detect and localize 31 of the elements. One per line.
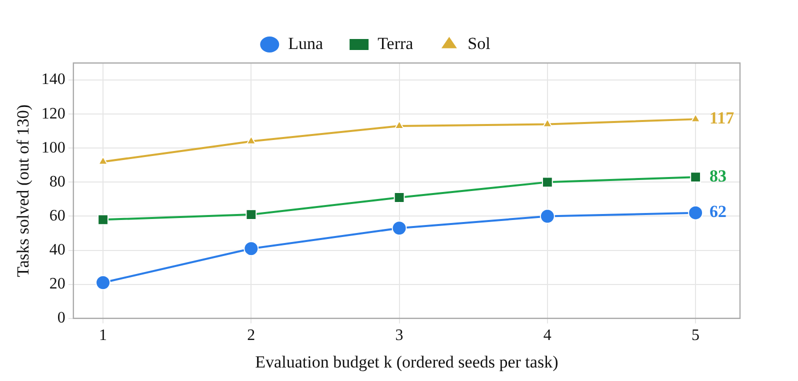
point [392,220,407,236]
x-axis-title: Evaluation budget k (ordered seeds per task) [255,352,558,372]
y-tick-label: 140 [41,71,66,88]
point [96,275,111,290]
y-tick-label: 100 [41,139,66,156]
legend-label: Terra [378,34,414,53]
point [690,114,700,122]
x-tick-label: 2 [247,327,256,344]
data-label: 117 [710,108,735,128]
point [540,208,555,224]
point [244,241,259,256]
legend-label: Sol [468,34,491,53]
point [394,120,404,129]
y-tick-label: 120 [41,105,66,122]
data-label: 62 [710,202,727,222]
y-axis-title: Tasks solved (out of 130) [14,104,33,277]
y-tick-label: 20 [49,276,66,293]
y-tick-label: 0 [57,310,66,327]
x-tick-label: 1 [99,327,108,344]
point [98,156,108,165]
x-tick-label: 5 [692,327,700,344]
point [688,205,704,220]
y-tick-label: 60 [49,207,66,224]
x-tick-label: 3 [395,327,404,344]
y-tick-label: 40 [49,241,66,258]
point [542,118,552,128]
y-tick-label: 80 [49,173,66,190]
x-tick-label: 4 [543,327,552,344]
point [246,136,256,144]
legend-label: Luna [288,34,324,53]
data-label: 83 [710,166,727,186]
